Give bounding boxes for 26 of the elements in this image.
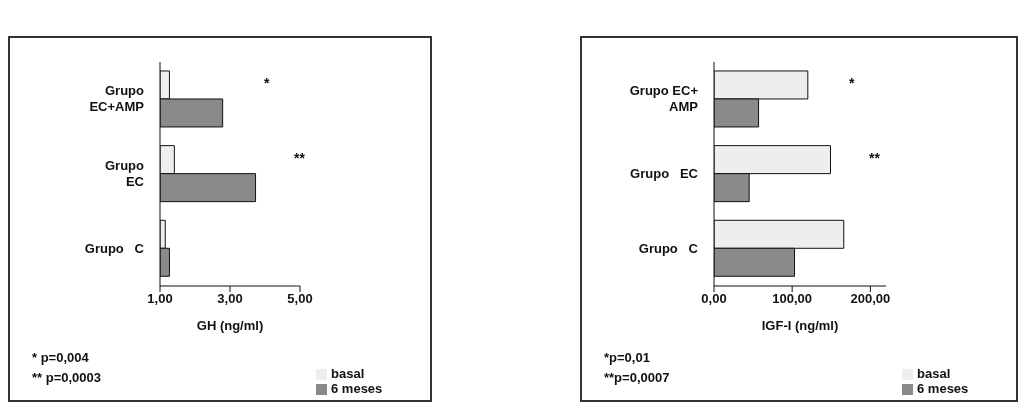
y-tick-label: Grupo EC [630, 166, 699, 181]
text: ** p=0,0003 [32, 369, 102, 387]
legend-label: 6 meses [917, 381, 969, 396]
x-tick-label: 100,00 [772, 291, 813, 307]
x-tick-label: 0,00 [701, 291, 727, 307]
x-axis-title: IGF-I (ng/ml) [761, 318, 839, 333]
legend-label: 6 meses [331, 381, 383, 396]
legend-label: basal [331, 366, 365, 381]
annotation: ** [869, 149, 881, 166]
y-tick-label: Grupo EC [105, 158, 145, 189]
x-tick-label: 3,00 [217, 291, 243, 307]
text: * p=0,004 [32, 349, 90, 367]
y-tick-label: Grupo EC+ AMP [629, 83, 699, 115]
x-tick-label: 200,00 [850, 291, 891, 307]
x-tick-label: 5,00 [287, 291, 313, 307]
x-axis-title: GH (ng/ml) [196, 318, 264, 333]
legend-label: basal [917, 366, 951, 381]
y-tick-label: Grupo C [638, 240, 699, 256]
y-tick-label: Grupo EC+AMP [89, 83, 145, 115]
annotation: * [263, 75, 270, 92]
x-tick-label: 1,00 [147, 291, 173, 307]
annotation: ** [294, 149, 306, 166]
y-tick-label: Grupo C [84, 240, 145, 256]
text: **p=0,0007 [604, 369, 670, 387]
text: *p=0,01 [604, 349, 651, 367]
annotation: * [849, 75, 856, 92]
